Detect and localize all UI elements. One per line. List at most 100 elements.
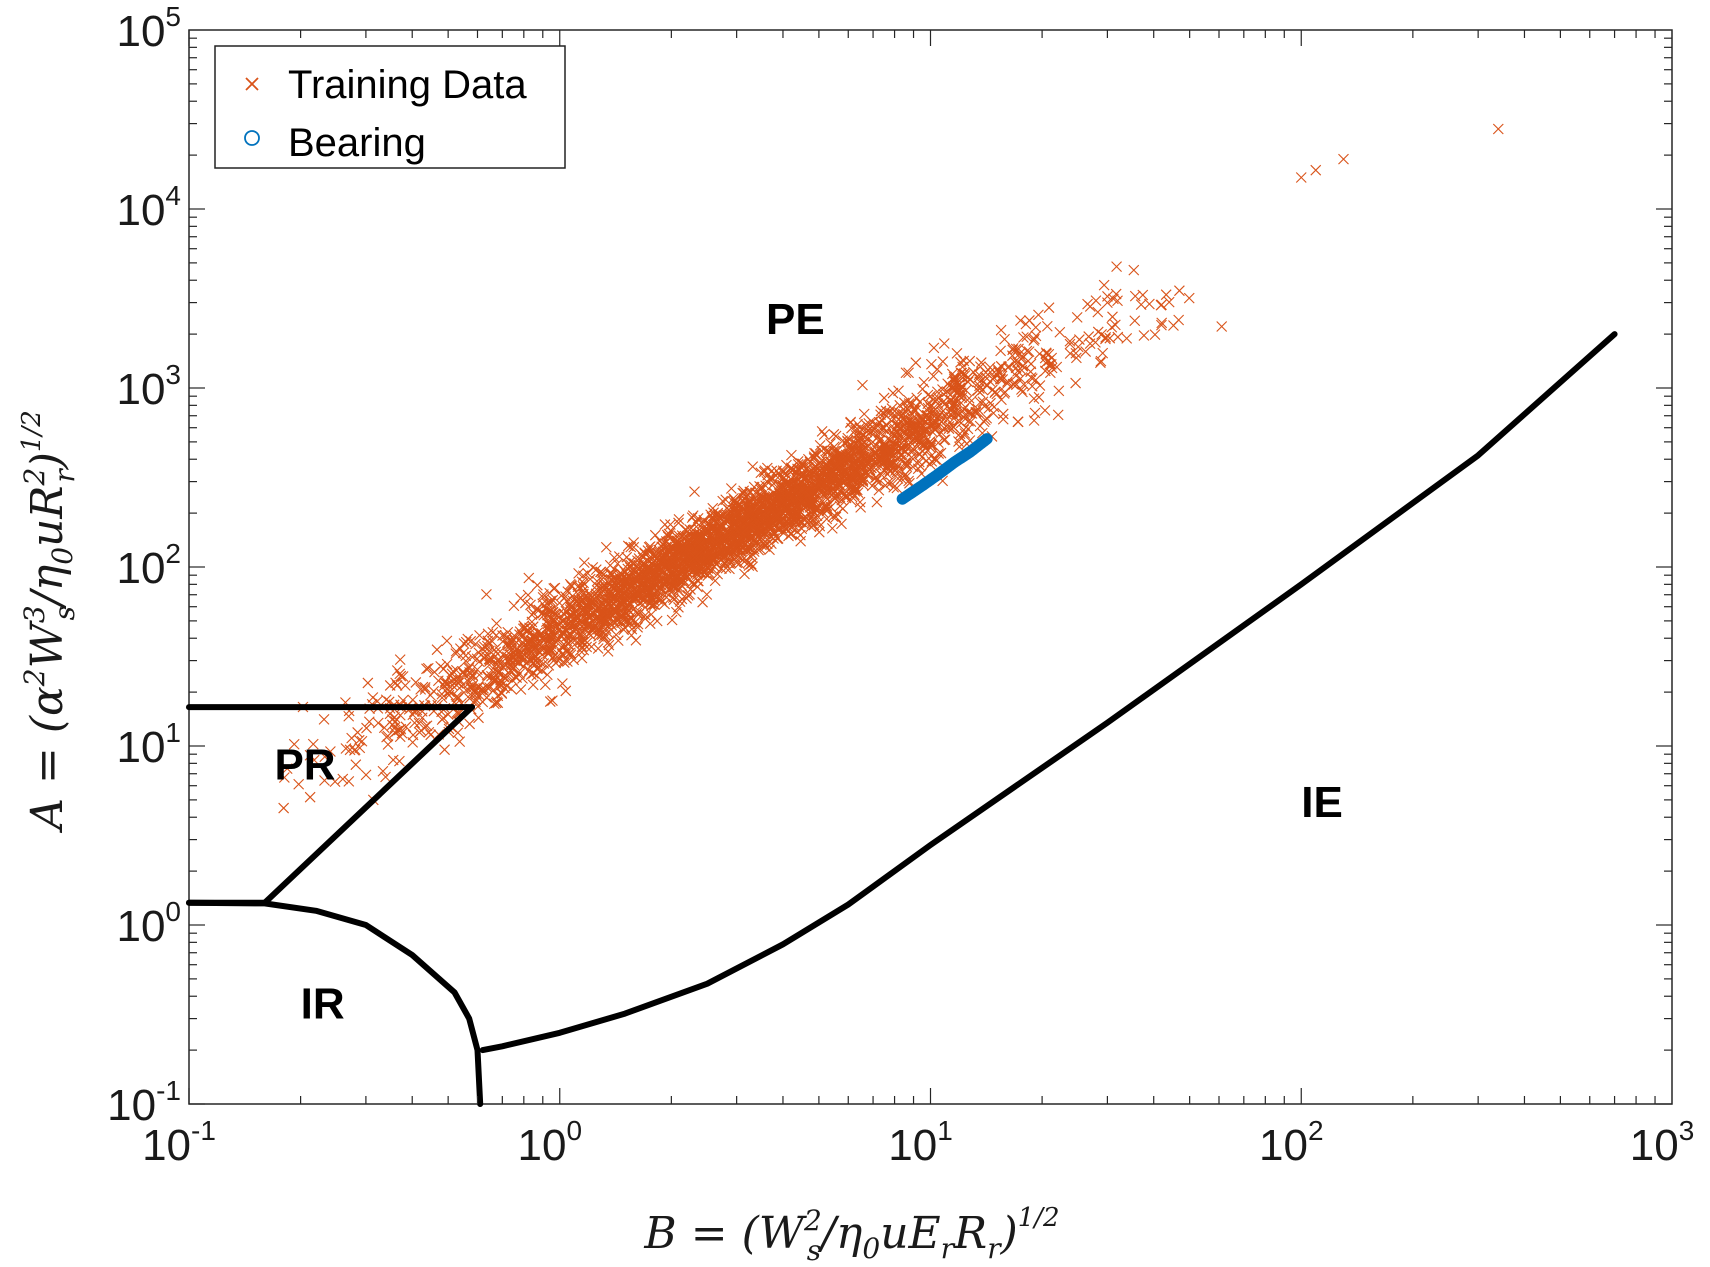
training-point (476, 643, 488, 654)
training-point (776, 501, 787, 513)
training-point (957, 361, 968, 373)
training-point (753, 544, 765, 556)
training-point (690, 563, 702, 575)
training-point (821, 505, 833, 517)
training-point (344, 744, 356, 756)
training-point (557, 649, 569, 660)
training-point (550, 657, 562, 669)
training-point (560, 685, 572, 697)
training-point (496, 687, 508, 699)
training-point (725, 483, 737, 494)
training-point (464, 666, 475, 678)
training-point (530, 650, 542, 662)
training-point (1111, 261, 1122, 272)
training-point (755, 467, 767, 479)
training-point (566, 611, 578, 622)
training-point (693, 575, 704, 587)
training-point (740, 535, 752, 546)
training-point (481, 692, 493, 703)
training-point (816, 425, 828, 437)
training-point (293, 778, 305, 790)
training-point (625, 556, 636, 567)
training-point (349, 745, 360, 756)
training-point (441, 658, 453, 670)
training-point (318, 714, 330, 725)
training-point (484, 682, 495, 693)
training-point (945, 395, 957, 407)
training-point (891, 437, 903, 449)
training-point (1080, 346, 1092, 357)
training-point (562, 630, 574, 641)
training-point (676, 564, 688, 575)
training-point (668, 594, 680, 606)
training-point (538, 609, 550, 621)
training-point (995, 324, 1007, 336)
training-point (600, 541, 612, 553)
training-point (852, 445, 864, 456)
training-point (887, 387, 899, 399)
training-point (705, 524, 717, 535)
training-point (1084, 338, 1096, 350)
training-point (805, 497, 817, 509)
training-point (1071, 352, 1082, 364)
training-point (527, 621, 539, 633)
training-point (571, 611, 583, 623)
training-point (739, 517, 750, 529)
training-point (858, 440, 869, 452)
training-point (875, 433, 886, 445)
training-point (596, 573, 608, 585)
training-point (643, 555, 654, 567)
training-point (1098, 279, 1110, 291)
training-point (877, 415, 888, 426)
training-point (608, 563, 620, 575)
training-point (744, 507, 755, 519)
training-point (452, 693, 463, 705)
training-point (499, 629, 511, 641)
training-point (887, 445, 898, 457)
training-point (885, 458, 897, 470)
training-point (721, 542, 733, 554)
training-point (577, 570, 589, 581)
training-point (811, 477, 823, 489)
training-point (1100, 333, 1111, 345)
training-point (870, 471, 882, 483)
training-point (791, 526, 803, 538)
training-point (457, 679, 469, 691)
training-point (544, 587, 556, 599)
training-point (723, 529, 735, 541)
training-point (432, 675, 444, 687)
training-point (394, 709, 406, 721)
training-point (547, 627, 559, 639)
training-point (389, 711, 400, 723)
training-point (1295, 172, 1307, 183)
training-point (521, 637, 533, 649)
training-point (570, 596, 582, 607)
training-point (939, 434, 951, 446)
y-axis-label: A = (α2W3s/η0uR2r)1/2 (17, 410, 81, 833)
training-point (977, 396, 989, 408)
training-point (620, 606, 632, 618)
training-point (840, 492, 852, 504)
training-point (380, 694, 392, 706)
training-point (662, 543, 674, 555)
training-point (728, 526, 740, 538)
training-point (1045, 358, 1057, 370)
training-point (709, 575, 721, 587)
training-point (728, 513, 739, 525)
training-point (813, 526, 825, 538)
training-point (716, 521, 728, 533)
training-point (953, 436, 964, 447)
training-point (593, 627, 604, 639)
training-point (1033, 309, 1044, 321)
training-point (705, 509, 717, 521)
training-point (857, 430, 869, 442)
training-point (1018, 332, 1029, 343)
training-point (738, 525, 750, 537)
training-point (639, 613, 651, 625)
training-point (564, 598, 576, 610)
training-point (1156, 317, 1168, 329)
training-point (527, 644, 539, 656)
training-point (759, 507, 771, 519)
training-point (962, 376, 974, 388)
training-point (852, 449, 864, 460)
